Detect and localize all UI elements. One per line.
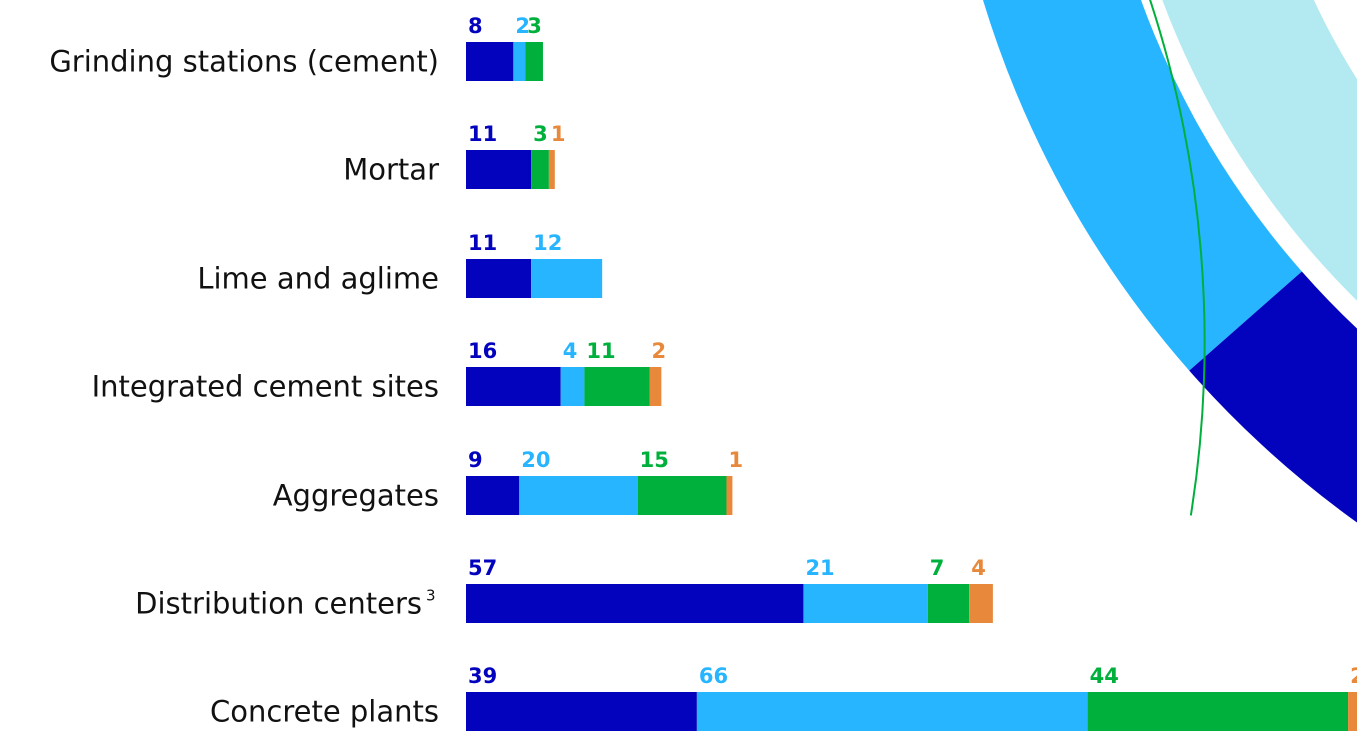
bar-segment bbox=[649, 367, 662, 406]
value-label: 2 bbox=[1350, 664, 1357, 688]
category-label: Mortar bbox=[343, 153, 439, 187]
bar-segment bbox=[1087, 692, 1349, 731]
bar-segment bbox=[466, 692, 697, 731]
value-label: 15 bbox=[640, 448, 669, 472]
value-label: 12 bbox=[533, 231, 562, 255]
bar-segment bbox=[525, 42, 543, 81]
bar-segment bbox=[637, 476, 727, 515]
value-label: 11 bbox=[468, 231, 497, 255]
bar-segment bbox=[519, 476, 638, 515]
category-label: Lime and aglime bbox=[197, 262, 439, 296]
value-label: 2 bbox=[515, 14, 530, 38]
bar-row: Concrete plants 39 66 44 2 bbox=[210, 664, 1357, 731]
bar-segment bbox=[531, 150, 549, 189]
value-label: 4 bbox=[971, 556, 986, 580]
value-label: 66 bbox=[699, 664, 728, 688]
bar-segment bbox=[466, 150, 532, 189]
category-label: Distribution centers bbox=[135, 587, 422, 621]
donut-outline-ring bbox=[1148, 0, 1206, 516]
category-label: Integrated cement sites bbox=[92, 370, 439, 404]
bar-segment bbox=[1348, 692, 1357, 731]
value-label: 11 bbox=[586, 339, 615, 363]
bar-segment bbox=[969, 584, 993, 623]
category-label: Concrete plants bbox=[210, 695, 439, 729]
decorative-donut bbox=[983, 0, 1357, 523]
value-label: 1 bbox=[551, 122, 566, 146]
donut-light-segment bbox=[1162, 0, 1357, 301]
bar-row: Lime and aglime 11 12 bbox=[197, 231, 603, 298]
value-label: 57 bbox=[468, 556, 497, 580]
category-label: Aggregates bbox=[273, 479, 439, 513]
value-label: 44 bbox=[1090, 664, 1119, 688]
bar-segment bbox=[726, 476, 733, 515]
bar-segment bbox=[531, 259, 603, 298]
bar-row: Distribution centers 3 57 21 7 4 bbox=[135, 556, 993, 623]
bar-segment bbox=[584, 367, 650, 406]
value-label: 9 bbox=[468, 448, 483, 472]
value-label: 3 bbox=[527, 14, 542, 38]
donut-dark-segment bbox=[1189, 271, 1357, 523]
footnote-marker: 3 bbox=[426, 587, 436, 605]
bar-segment bbox=[466, 584, 804, 623]
bar-segment bbox=[560, 367, 585, 406]
value-label: 7 bbox=[930, 556, 945, 580]
bar-segment bbox=[548, 150, 555, 189]
category-label: Grinding stations (cement) bbox=[49, 45, 439, 79]
value-label: 39 bbox=[468, 664, 497, 688]
bar-row: Mortar 11 3 1 bbox=[343, 122, 566, 189]
value-label: 21 bbox=[805, 556, 834, 580]
bar-segment bbox=[466, 476, 520, 515]
value-label: 2 bbox=[652, 339, 667, 363]
bar-segment bbox=[466, 259, 532, 298]
value-label: 3 bbox=[533, 122, 548, 146]
donut-mid-segment bbox=[983, 0, 1302, 371]
value-label: 1 bbox=[728, 448, 743, 472]
bar-segment bbox=[927, 584, 970, 623]
bar-segment bbox=[696, 692, 1088, 731]
bar-row: Integrated cement sites 16 4 11 2 bbox=[92, 339, 667, 406]
value-label: 4 bbox=[563, 339, 578, 363]
bar-segment bbox=[466, 42, 514, 81]
bar-segment bbox=[803, 584, 928, 623]
bar-segment bbox=[513, 42, 526, 81]
value-label: 11 bbox=[468, 122, 497, 146]
value-label: 20 bbox=[521, 448, 550, 472]
value-label: 8 bbox=[468, 14, 483, 38]
bar-row: Aggregates 9 20 15 1 bbox=[273, 448, 743, 515]
bar-segment bbox=[466, 367, 561, 406]
value-label: 16 bbox=[468, 339, 497, 363]
bar-row: Grinding stations (cement) 8 23 bbox=[49, 14, 543, 81]
